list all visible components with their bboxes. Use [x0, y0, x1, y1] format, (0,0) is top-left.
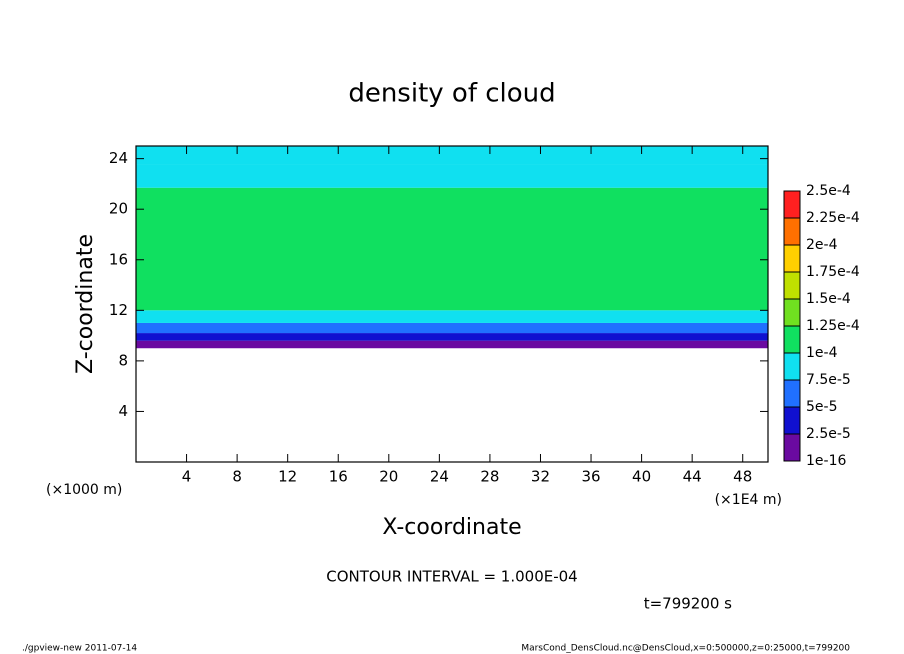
colorbar-cell — [784, 218, 800, 245]
colorbar-label: 1.25e-4 — [806, 318, 860, 334]
x-tick-label: 28 — [480, 468, 499, 486]
density-band — [136, 146, 768, 165]
footer-right: MarsCond_DensCloud.nc@DensCloud,x=0:5000… — [521, 644, 850, 654]
y-unit: (×1000 m) — [46, 482, 122, 498]
colorbar-label: 1e-16 — [806, 453, 846, 469]
colorbar-cell — [784, 245, 800, 272]
colorbar-cell — [784, 353, 800, 380]
time-label: t=799200 s — [644, 595, 732, 613]
colorbar-label: 7.5e-5 — [806, 372, 851, 388]
x-tick-label: 36 — [581, 468, 600, 486]
colorbar-label: 2.25e-4 — [806, 210, 860, 226]
colorbar-label: 1.5e-4 — [806, 291, 851, 307]
colorbar-cell — [784, 434, 800, 461]
x-tick-label: 8 — [232, 468, 242, 486]
y-tick-label: 20 — [109, 200, 128, 218]
colorbar-label: 1e-4 — [806, 345, 838, 361]
plot-frame — [135, 145, 769, 463]
density-band — [136, 187, 768, 311]
contour-interval: CONTOUR INTERVAL = 1.000E-04 — [326, 568, 577, 586]
y-tick-label: 8 — [118, 351, 128, 369]
x-tick-label: 20 — [379, 468, 398, 486]
footer-left: ./gpview-new 2011-07-14 — [22, 644, 137, 654]
x-unit: (×1E4 m) — [715, 492, 782, 508]
colorbar-cell — [784, 272, 800, 299]
y-tick-label: 24 — [109, 149, 128, 167]
y-tick-label: 4 — [118, 402, 128, 420]
colorbar-label: 2.5e-5 — [806, 426, 851, 442]
density-band — [136, 340, 768, 349]
colorbar-label: 2.5e-4 — [806, 183, 851, 199]
chart-title: density of cloud — [348, 79, 555, 109]
density-band — [136, 322, 768, 334]
y-tick-label: 16 — [109, 250, 128, 268]
density-band — [136, 310, 768, 323]
x-tick-label: 40 — [632, 468, 651, 486]
density-band — [136, 164, 768, 188]
x-tick-label: 12 — [278, 468, 297, 486]
colorbar: 1e-16 2.5e-5 5e-5 7.5e-5 1e-4 1.25e-4 1.5e-4 1.… — [783, 183, 860, 469]
colorbar-label: 2e-4 — [806, 237, 838, 253]
x-tick-label: 32 — [531, 468, 550, 486]
colorbar-cell — [784, 191, 800, 218]
x-tick-label: 4 — [182, 468, 192, 486]
x-tick-label: 44 — [683, 468, 702, 486]
x-tick-label: 24 — [430, 468, 449, 486]
x-axis-label: X-coordinate — [382, 515, 521, 540]
colorbar-cell — [784, 299, 800, 326]
y-tick-label: 12 — [109, 301, 128, 319]
colorbar-cell — [784, 380, 800, 407]
x-tick-label: 48 — [733, 468, 752, 486]
y-axis-label: Z-coordinate — [73, 234, 98, 374]
x-tick-label: 16 — [329, 468, 348, 486]
density-band — [136, 333, 768, 341]
colorbar-label: 5e-5 — [806, 399, 837, 415]
colorbar-cell — [784, 326, 800, 353]
colorbar-cell — [784, 407, 800, 434]
colorbar-label: 1.75e-4 — [806, 264, 860, 280]
